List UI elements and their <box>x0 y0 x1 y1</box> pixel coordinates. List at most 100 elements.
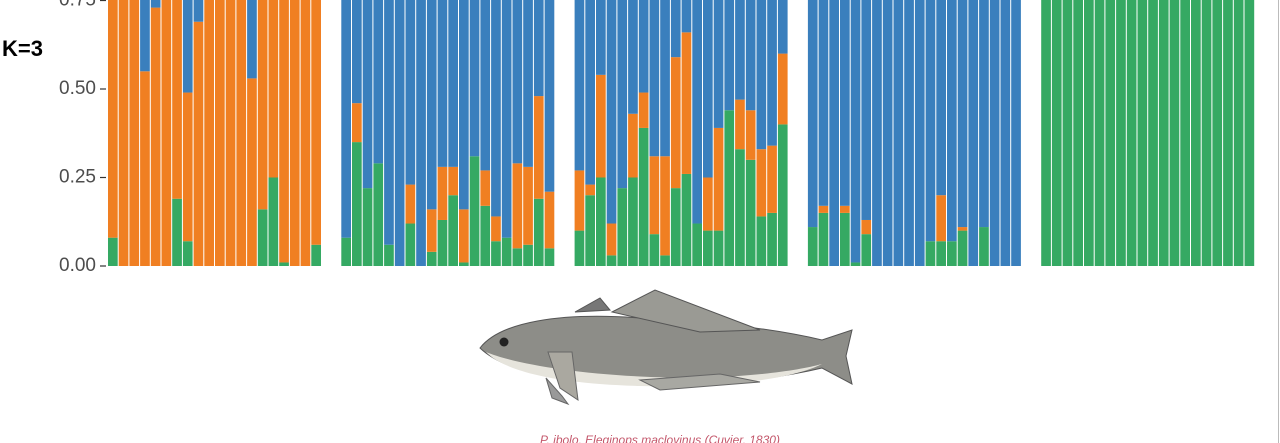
bar-segment <box>426 209 437 252</box>
bar-segment <box>161 0 172 266</box>
bar-segment <box>512 163 523 249</box>
bar-segment <box>660 0 670 157</box>
bar-segment <box>512 0 523 164</box>
bar-segment <box>448 195 458 266</box>
bar-segment <box>703 230 713 266</box>
bar-segment <box>501 0 512 238</box>
bar-segment <box>756 149 767 217</box>
bar-segment <box>182 241 193 266</box>
bar-segment <box>480 0 491 171</box>
bar-segment <box>979 0 989 228</box>
bar-segment <box>150 7 161 267</box>
bar-segment <box>426 251 437 266</box>
bar-segment <box>850 262 861 266</box>
bar-segment <box>289 0 300 266</box>
bar-segment <box>777 53 788 125</box>
bar-segment <box>533 0 544 97</box>
bar-segment <box>735 0 745 100</box>
bar-segment <box>1180 0 1190 266</box>
bar-segment <box>638 127 649 266</box>
bar-segment <box>469 0 480 157</box>
bar-segment <box>936 0 946 196</box>
bar-segment <box>989 0 1000 266</box>
bar-segment <box>341 237 351 266</box>
bar-segment <box>1062 0 1073 266</box>
bar-segment <box>1084 0 1094 266</box>
bar-segment <box>416 0 426 266</box>
bar-segment <box>1105 0 1116 266</box>
bar-segment <box>628 0 638 114</box>
bar-segment <box>606 223 617 256</box>
bar-segment <box>1244 0 1255 266</box>
bar-segment <box>140 71 150 266</box>
bar-segment <box>861 219 872 235</box>
bar-segment <box>767 145 777 213</box>
bar-segment <box>480 205 491 266</box>
bar-segment <box>936 195 946 242</box>
bar-segment <box>713 0 724 128</box>
bar-segment <box>670 188 681 266</box>
bar-segment <box>108 0 118 238</box>
bar-segment <box>914 0 925 266</box>
bar-segment <box>670 0 681 58</box>
bar-segment <box>596 0 606 75</box>
bar-segment <box>1201 0 1212 266</box>
bar-segment <box>777 0 788 54</box>
bar-segment <box>491 0 501 217</box>
bar-segment <box>118 0 129 266</box>
bar-segment <box>649 0 660 157</box>
bar-segment <box>459 0 469 210</box>
bar-segment <box>279 0 289 263</box>
bar-segment <box>172 198 182 266</box>
bar-segment <box>150 0 161 8</box>
bar-segment <box>405 223 416 266</box>
bar-segment <box>247 78 257 266</box>
bar-segment <box>448 166 458 196</box>
bar-segment <box>544 0 555 192</box>
bar-segment <box>807 0 818 228</box>
bar-segment <box>957 230 968 266</box>
bar-segment <box>1212 0 1223 266</box>
bar-segment <box>1116 0 1126 266</box>
bar-segment <box>533 198 544 266</box>
bar-segment <box>352 103 362 143</box>
bar-segment <box>767 0 777 146</box>
bar-segment <box>459 262 469 266</box>
bar-segment <box>617 0 628 189</box>
bar-segment <box>215 0 225 266</box>
bar-segment <box>352 0 362 104</box>
bar-segment <box>936 241 946 266</box>
bar-segment <box>628 177 638 266</box>
bar-segment <box>544 191 555 249</box>
bar-segment <box>767 212 777 266</box>
bar-segment <box>638 92 649 128</box>
bar-segment <box>893 0 904 266</box>
bar-segment <box>649 156 660 235</box>
bar-segment <box>606 255 617 266</box>
bar-segment <box>1233 0 1244 266</box>
bar-segment <box>1000 0 1011 266</box>
bar-segment <box>1137 0 1148 266</box>
bar-segment <box>140 0 150 72</box>
bar-segment <box>735 99 745 150</box>
bar-segment <box>362 0 373 189</box>
bar-segment <box>628 113 638 178</box>
bar-segment <box>713 230 724 266</box>
bar-segment <box>829 0 839 266</box>
bar-segment <box>182 0 193 93</box>
bar-segment <box>904 0 914 266</box>
bar-segment <box>807 227 818 266</box>
bar-segment <box>617 188 628 266</box>
bar-segment <box>437 166 448 220</box>
bar-segment <box>341 0 351 238</box>
bar-segment <box>1126 0 1137 266</box>
fish-illustration <box>479 289 853 406</box>
bar-segment <box>925 241 936 266</box>
bar-segment <box>681 32 692 174</box>
bar-segment <box>362 188 373 266</box>
bar-segment <box>756 216 767 266</box>
bar-segment <box>257 0 268 210</box>
bar-segment <box>394 0 405 266</box>
